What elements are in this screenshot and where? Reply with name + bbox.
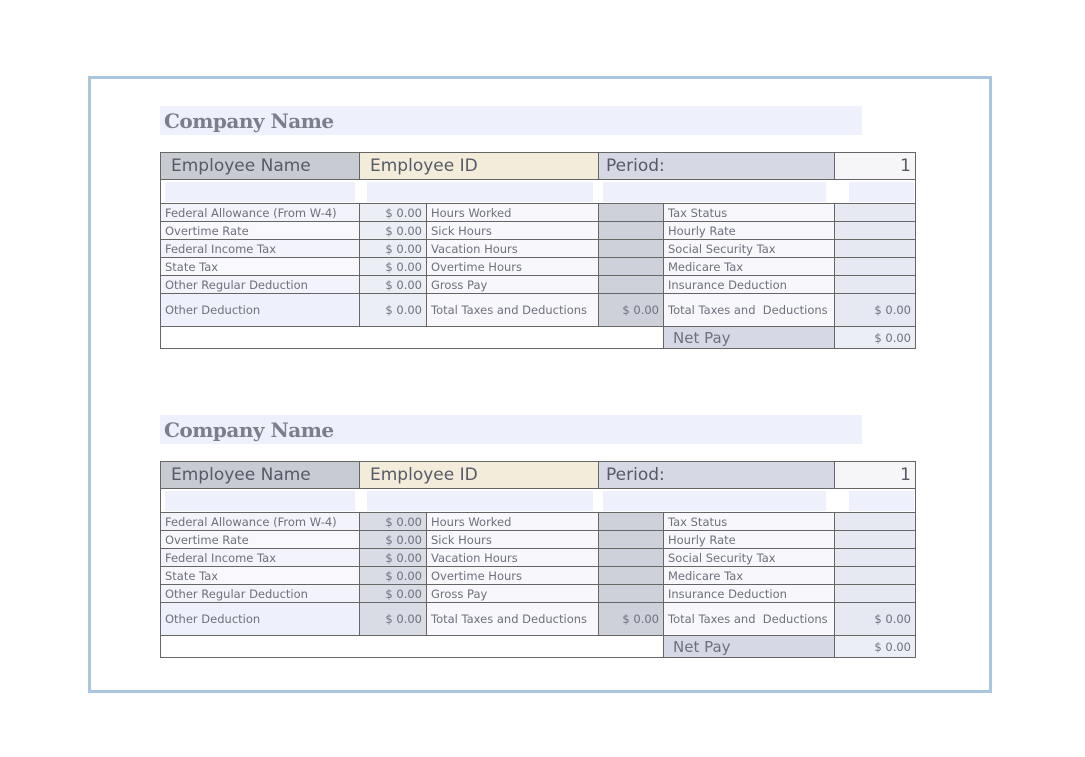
row-value: $ 0.00: [359, 257, 426, 275]
input-field: [165, 182, 355, 202]
row-label: Insurance Deduction: [663, 584, 834, 602]
row-value: [598, 203, 663, 221]
row-value: $ 0.00: [598, 602, 663, 635]
employee-id-label: Employee ID: [359, 461, 598, 488]
row-value: $ 0.00: [359, 530, 426, 548]
row-label: Gross Pay: [426, 584, 598, 602]
net-pay-spacer: [160, 635, 663, 658]
row-value: [834, 257, 916, 275]
row-value: [834, 566, 916, 584]
row-label: Overtime Rate: [160, 221, 359, 239]
period-value: 1: [834, 461, 916, 488]
net-pay-label: Net Pay: [663, 635, 834, 658]
row-label: Hours Worked: [426, 512, 598, 530]
input-field: [367, 182, 593, 202]
employee-id-label: Employee ID: [359, 152, 598, 179]
row-value: $ 0.00: [359, 203, 426, 221]
row-label: Vacation Hours: [426, 239, 598, 257]
row-label: Overtime Rate: [160, 530, 359, 548]
row-label: Overtime Hours: [426, 257, 598, 275]
row-label: Vacation Hours: [426, 548, 598, 566]
period-value: 1: [834, 152, 916, 179]
row-label: Sick Hours: [426, 530, 598, 548]
row-label: Total Taxes and Deductions: [426, 602, 598, 635]
row-label: Hourly Rate: [663, 221, 834, 239]
company-name: Company Name: [160, 415, 862, 444]
row-label: Federal Allowance (From W-4): [160, 203, 359, 221]
row-value: [598, 548, 663, 566]
row-label: Tax Status: [663, 203, 834, 221]
row-label: Other Deduction: [160, 293, 359, 326]
period-label: Period:: [598, 152, 834, 179]
row-value: $ 0.00: [359, 584, 426, 602]
row-value: $ 0.00: [359, 275, 426, 293]
row-value: [834, 548, 916, 566]
page-frame: [88, 76, 992, 693]
row-label: Other Regular Deduction: [160, 275, 359, 293]
row-value: $ 0.00: [359, 239, 426, 257]
row-label: Insurance Deduction: [663, 275, 834, 293]
row-value: $ 0.00: [359, 566, 426, 584]
row-value: [834, 239, 916, 257]
row-label: Other Deduction: [160, 602, 359, 635]
row-label: Federal Income Tax: [160, 239, 359, 257]
row-value: [598, 257, 663, 275]
row-label: Total Taxes and Deductions: [663, 602, 834, 635]
period-label: Period:: [598, 461, 834, 488]
row-value: [834, 203, 916, 221]
row-value: [598, 275, 663, 293]
net-pay-spacer: [160, 326, 663, 349]
row-value: [834, 584, 916, 602]
input-field: [849, 491, 914, 511]
row-value: [598, 239, 663, 257]
row-label: Gross Pay: [426, 275, 598, 293]
company-name: Company Name: [160, 106, 862, 135]
row-label: Federal Allowance (From W-4): [160, 512, 359, 530]
input-field: [603, 491, 826, 511]
row-value: [834, 275, 916, 293]
row-label: Medicare Tax: [663, 257, 834, 275]
employee-name-label: Employee Name: [160, 152, 359, 179]
row-value: $ 0.00: [834, 293, 916, 326]
row-value: [834, 221, 916, 239]
row-label: Total Taxes and Deductions: [663, 293, 834, 326]
row-value: $ 0.00: [598, 293, 663, 326]
row-value: [598, 566, 663, 584]
row-value: $ 0.00: [359, 293, 426, 326]
row-value: $ 0.00: [359, 221, 426, 239]
row-label: Sick Hours: [426, 221, 598, 239]
row-label: Hourly Rate: [663, 530, 834, 548]
net-pay-value: $ 0.00: [834, 326, 916, 349]
row-value: [598, 584, 663, 602]
row-label: Social Security Tax: [663, 548, 834, 566]
row-value: [598, 221, 663, 239]
row-label: State Tax: [160, 566, 359, 584]
row-value: [834, 530, 916, 548]
row-label: Total Taxes and Deductions: [426, 293, 598, 326]
input-field: [165, 491, 355, 511]
input-field: [849, 182, 914, 202]
row-value: [598, 512, 663, 530]
employee-name-label: Employee Name: [160, 461, 359, 488]
input-field: [367, 491, 593, 511]
net-pay-label: Net Pay: [663, 326, 834, 349]
input-field: [603, 182, 826, 202]
row-value: $ 0.00: [834, 602, 916, 635]
row-value: $ 0.00: [359, 602, 426, 635]
row-value: $ 0.00: [359, 512, 426, 530]
row-label: Tax Status: [663, 512, 834, 530]
row-label: State Tax: [160, 257, 359, 275]
row-label: Other Regular Deduction: [160, 584, 359, 602]
net-pay-value: $ 0.00: [834, 635, 916, 658]
row-label: Medicare Tax: [663, 566, 834, 584]
row-label: Federal Income Tax: [160, 548, 359, 566]
row-label: Hours Worked: [426, 203, 598, 221]
row-value: $ 0.00: [359, 548, 426, 566]
row-value: [834, 512, 916, 530]
row-value: [598, 530, 663, 548]
row-label: Overtime Hours: [426, 566, 598, 584]
row-label: Social Security Tax: [663, 239, 834, 257]
